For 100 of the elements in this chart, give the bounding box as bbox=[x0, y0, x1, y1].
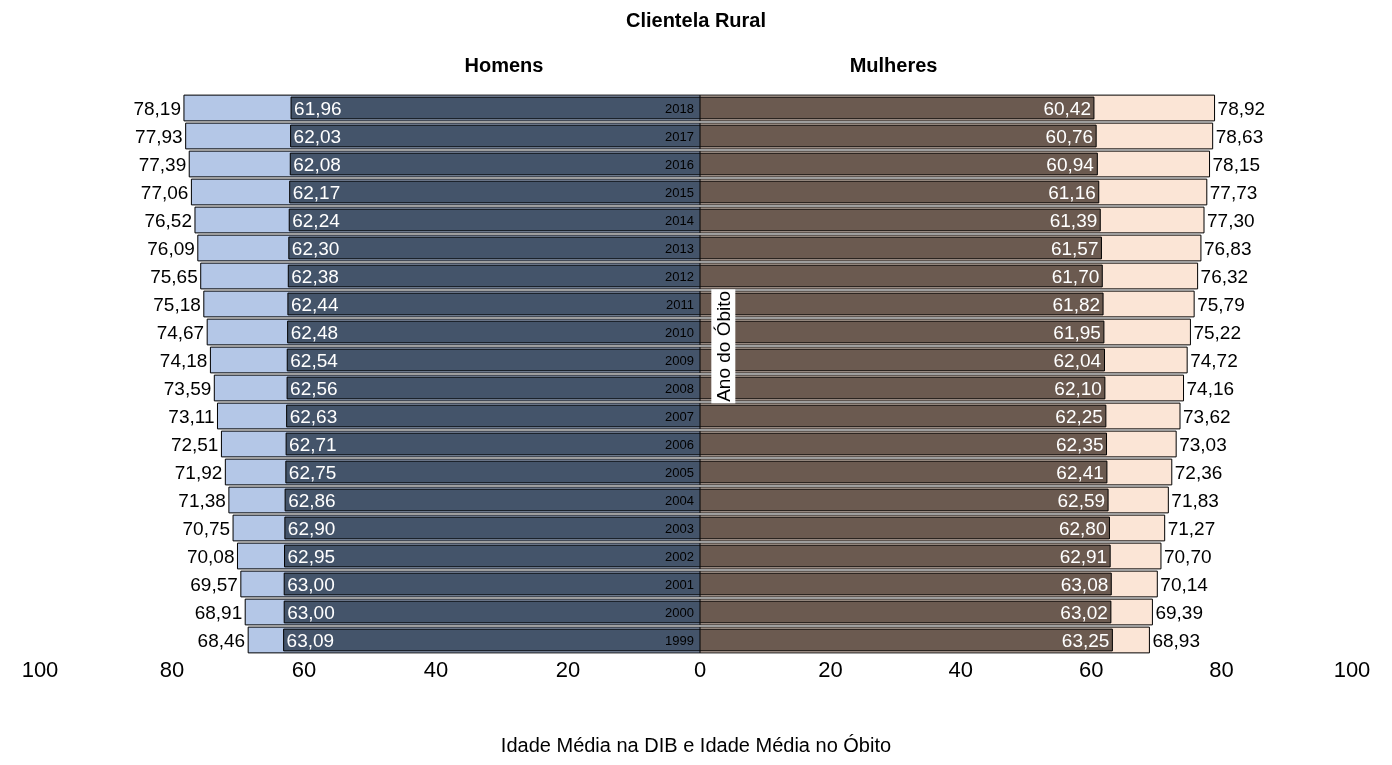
x-tick-label: 20 bbox=[818, 657, 843, 682]
data-label: 75,22 bbox=[1193, 321, 1241, 343]
data-label: 72,51 bbox=[170, 433, 219, 455]
data-label: 62,86 bbox=[288, 489, 336, 511]
data-label: 68,46 bbox=[197, 629, 246, 651]
y-tick-label: 2003 bbox=[665, 520, 694, 536]
y-tick-label: 2010 bbox=[665, 324, 694, 340]
data-label: 70,14 bbox=[1160, 573, 1209, 595]
data-label: 63,00 bbox=[287, 573, 335, 595]
data-label: 61,16 bbox=[1048, 181, 1096, 203]
data-label: 68,93 bbox=[1152, 629, 1200, 651]
data-label: 63,00 bbox=[287, 601, 335, 623]
data-label: 62,54 bbox=[290, 349, 339, 371]
data-label: 77,06 bbox=[140, 181, 189, 203]
data-label: 60,94 bbox=[1046, 153, 1095, 175]
data-label: 72,36 bbox=[1174, 461, 1223, 483]
y-tick-label: 2009 bbox=[665, 352, 694, 368]
data-label: 63,02 bbox=[1060, 601, 1108, 623]
x-tick-label: 20 bbox=[555, 657, 581, 682]
data-label: 62,24 bbox=[292, 209, 341, 231]
y-tick-label: 2001 bbox=[665, 576, 694, 592]
data-label: 70,70 bbox=[1163, 545, 1212, 567]
data-label: 63,25 bbox=[1061, 629, 1110, 651]
data-label: 76,52 bbox=[144, 209, 192, 231]
x-tick-label: 80 bbox=[1209, 657, 1234, 682]
data-label: 62,59 bbox=[1057, 489, 1106, 511]
x-tick-label: 80 bbox=[159, 657, 185, 682]
x-tick-label: 100 bbox=[21, 657, 59, 682]
data-label: 68,91 bbox=[194, 601, 243, 623]
data-label: 62,95 bbox=[287, 545, 336, 567]
data-label: 75,79 bbox=[1197, 293, 1245, 315]
y-tick-label: 2014 bbox=[665, 212, 694, 228]
data-label: 62,90 bbox=[287, 517, 336, 539]
data-label: 70,75 bbox=[182, 517, 231, 539]
x-tick-label: 40 bbox=[948, 657, 974, 682]
x-tick-label: 40 bbox=[423, 657, 449, 682]
x-axis-title: Idade Média na DIB e Idade Média no Óbito bbox=[499, 734, 893, 757]
data-label: 71,38 bbox=[178, 489, 226, 511]
data-label: 71,27 bbox=[1167, 517, 1216, 539]
data-label: 76,09 bbox=[147, 237, 195, 259]
data-label: 77,73 bbox=[1209, 181, 1258, 203]
data-label: 62,17 bbox=[292, 181, 341, 203]
data-label: 62,04 bbox=[1053, 349, 1102, 371]
data-label: 69,39 bbox=[1155, 601, 1203, 623]
data-label: 76,83 bbox=[1203, 237, 1252, 259]
data-label: 76,32 bbox=[1200, 265, 1249, 287]
y-axis-title: Ano do Óbito bbox=[712, 290, 734, 402]
data-label: 78,19 bbox=[133, 97, 181, 119]
data-label: 73,11 bbox=[168, 405, 215, 427]
data-label: 75,18 bbox=[153, 293, 201, 315]
data-label: 62,03 bbox=[293, 125, 342, 147]
data-label: 69,57 bbox=[190, 573, 238, 595]
data-label: 73,59 bbox=[163, 377, 212, 399]
x-tick-label: 100 bbox=[1333, 657, 1371, 682]
data-label: 77,30 bbox=[1207, 209, 1255, 231]
data-label: 73,62 bbox=[1183, 405, 1231, 427]
data-label: 77,39 bbox=[138, 153, 187, 175]
y-tick-label: 2017 bbox=[665, 128, 694, 144]
data-label: 74,18 bbox=[159, 349, 208, 371]
x-tick-label: 60 bbox=[1078, 657, 1104, 682]
data-label: 78,15 bbox=[1212, 153, 1261, 175]
data-label: 60,76 bbox=[1045, 125, 1094, 147]
data-label: 74,67 bbox=[156, 321, 205, 343]
x-tick-label: 60 bbox=[291, 657, 317, 682]
data-label: 71,92 bbox=[174, 461, 223, 483]
data-label: 62,41 bbox=[1056, 461, 1104, 483]
data-label: 61,70 bbox=[1051, 265, 1100, 287]
data-label: 61,57 bbox=[1050, 237, 1099, 259]
chart-subtitle: Homens bbox=[464, 54, 544, 77]
data-label: 62,08 bbox=[293, 153, 341, 175]
data-label: 62,25 bbox=[1055, 405, 1103, 427]
data-label: 75,65 bbox=[150, 265, 198, 287]
data-label: 62,91 bbox=[1059, 545, 1108, 567]
data-label: 63,08 bbox=[1060, 573, 1109, 595]
data-label: 62,35 bbox=[1055, 433, 1104, 455]
y-tick-label: 2016 bbox=[665, 156, 694, 172]
y-tick-label: 2012 bbox=[665, 268, 694, 284]
data-label: 61,95 bbox=[1053, 321, 1101, 343]
y-tick-label: 2000 bbox=[665, 604, 694, 620]
data-label: 62,63 bbox=[289, 405, 338, 427]
data-label: 61,39 bbox=[1049, 209, 1098, 231]
y-tick-label: 2007 bbox=[665, 408, 694, 424]
data-label: 61,96 bbox=[294, 97, 342, 119]
data-label: 62,10 bbox=[1054, 377, 1102, 399]
y-tick-label: 2011 bbox=[666, 296, 694, 312]
data-label: 62,44 bbox=[290, 293, 339, 315]
data-label: 71,83 bbox=[1171, 489, 1219, 511]
y-tick-label: 2002 bbox=[665, 548, 694, 564]
data-label: 60,42 bbox=[1043, 97, 1091, 119]
data-label: 74,72 bbox=[1190, 349, 1238, 371]
y-tick-label: 2004 bbox=[665, 492, 694, 508]
data-label: 73,03 bbox=[1179, 433, 1227, 455]
data-label: 63,09 bbox=[286, 629, 335, 651]
data-label: 62,48 bbox=[290, 321, 339, 343]
chart-subtitle: Mulheres bbox=[849, 54, 938, 77]
data-label: 77,93 bbox=[135, 125, 183, 147]
data-label: 62,38 bbox=[291, 265, 339, 287]
data-label: 61,82 bbox=[1052, 293, 1101, 315]
data-label: 62,71 bbox=[289, 433, 337, 455]
y-tick-label: 2018 bbox=[665, 100, 694, 116]
